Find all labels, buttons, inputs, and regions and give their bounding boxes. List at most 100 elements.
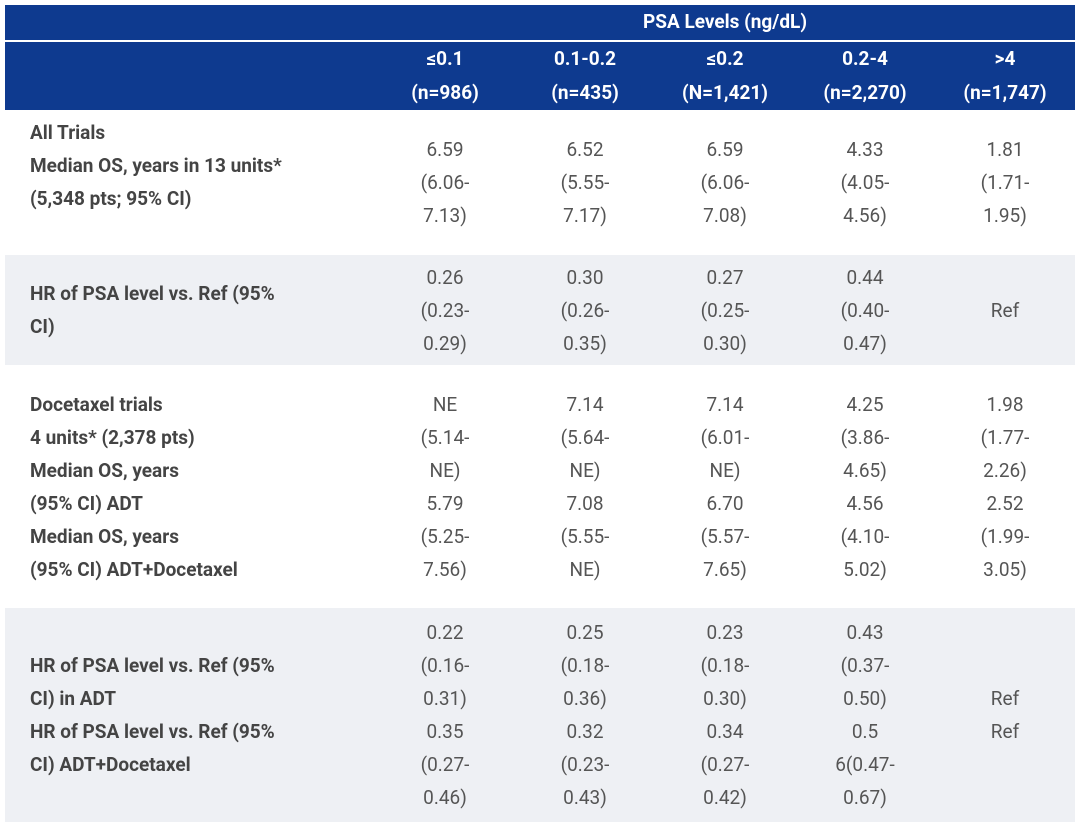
cell-text: 4.25 <box>846 392 884 416</box>
cell-text: (4.10- <box>840 524 890 548</box>
cell-text: 0.34 <box>706 720 744 743</box>
cell-text: 0.32 <box>566 720 604 743</box>
cell-text: 2.52 <box>986 491 1024 515</box>
column-count: (n=2,270) <box>823 81 907 104</box>
cell-text: 4.33 <box>846 138 884 161</box>
cell-text: (5.25- <box>420 524 470 548</box>
column-count: (n=435) <box>551 81 619 104</box>
column-range: 0.1-0.2 <box>553 47 617 70</box>
cell-text: 4.65) <box>843 458 887 482</box>
cell-text: (0.27- <box>700 753 750 776</box>
cell-text: Ref <box>990 687 1020 710</box>
cell-text: 7.14 <box>706 392 744 416</box>
row-background <box>5 255 1075 365</box>
cell-text: NE) <box>429 458 461 482</box>
cell-text: (0.37- <box>840 654 890 677</box>
cell-text: 3.05) <box>983 557 1027 581</box>
row-label: Median OS, years <box>30 524 179 548</box>
cell-text: (0.18- <box>560 654 610 677</box>
cell-text: 7.56) <box>423 557 467 581</box>
cell-text: 6(0.47- <box>835 753 895 776</box>
column-count: (N=1,421) <box>682 81 768 104</box>
cell-text: 0.31) <box>423 687 467 710</box>
cell-text: (0.16- <box>420 654 470 677</box>
cell-text: (0.26- <box>560 298 610 322</box>
cell-text: 0.29) <box>423 331 467 355</box>
cell-text: 6.59 <box>706 138 744 161</box>
cell-text: (6.06- <box>420 171 470 194</box>
row-label: CI) <box>30 315 55 338</box>
cell-text: (1.77- <box>980 425 1030 449</box>
cell-text: 0.25 <box>566 621 604 644</box>
cell-text: 0.23 <box>706 621 744 644</box>
cell-text: 0.42) <box>703 786 747 809</box>
cell-text: NE) <box>569 458 601 482</box>
cell-text: 7.17) <box>563 204 607 227</box>
cell-text: 4.56 <box>846 491 884 515</box>
cell-text: 1.81 <box>986 138 1024 161</box>
cell-text: (6.01- <box>700 425 750 449</box>
cell-text: (6.06- <box>700 171 750 194</box>
cell-text: 0.36) <box>563 687 607 710</box>
row-label: All Trials <box>30 121 106 144</box>
cell-text: (5.55- <box>560 171 610 194</box>
cell-text: 0.22 <box>426 621 464 644</box>
column-range: >4 <box>994 47 1016 70</box>
cell-text: (5.55- <box>560 524 610 548</box>
cell-text: 0.5 <box>851 720 879 743</box>
cell-text: NE) <box>569 557 601 581</box>
row-label: Median OS, years <box>30 458 179 482</box>
cell-text: 0.35) <box>563 331 607 355</box>
header-rule <box>5 40 1075 42</box>
cell-text: 0.27 <box>706 265 744 289</box>
cell-text: (5.57- <box>700 524 750 548</box>
cell-text: 1.98 <box>986 392 1024 416</box>
cell-text: (0.40- <box>840 298 890 322</box>
cell-text: 5.02) <box>843 557 887 581</box>
column-count: (n=1,747) <box>963 81 1047 104</box>
column-count: (n=986) <box>411 81 479 104</box>
row-label: 4 units* (2,378 pts) <box>30 425 195 449</box>
cell-text: 0.67) <box>843 786 887 809</box>
cell-text: 0.43 <box>846 621 884 644</box>
cell-text: Ref <box>990 298 1020 322</box>
cell-text: 0.35 <box>426 720 464 743</box>
row-background <box>5 608 1075 822</box>
row-label: (5,348 pts; 95% CI) <box>30 187 192 210</box>
cell-text: 0.47) <box>843 331 887 355</box>
cell-text: 0.44 <box>846 265 884 289</box>
row-label: Median OS, years in 13 units* <box>30 154 282 177</box>
cell-text: 2.26) <box>983 458 1027 482</box>
cell-text: 4.56) <box>843 204 887 227</box>
row-background <box>5 110 1075 255</box>
cell-text: NE <box>432 392 458 416</box>
cell-text: (3.86- <box>840 425 890 449</box>
row-label: HR of PSA level vs. Ref (95% <box>30 720 275 743</box>
cell-text: (1.71- <box>980 171 1030 194</box>
row-label: CI) ADT+Docetaxel <box>30 753 191 776</box>
cell-text: 0.43) <box>563 786 607 809</box>
cell-text: 0.26 <box>426 265 464 289</box>
cell-text: (0.23- <box>420 298 470 322</box>
cell-text: 7.65) <box>703 557 747 581</box>
row-label: (95% CI) ADT <box>30 491 143 515</box>
row-label: (95% CI) ADT+Docetaxel <box>30 557 238 581</box>
cell-text: (4.05- <box>840 171 890 194</box>
row-label: HR of PSA level vs. Ref (95% <box>30 654 275 677</box>
cell-text: (0.27- <box>420 753 470 776</box>
cell-text: 0.30) <box>703 687 747 710</box>
cell-text: 7.08) <box>703 204 747 227</box>
row-background <box>5 365 1075 608</box>
cell-text: (0.23- <box>560 753 610 776</box>
row-label: Docetaxel trials <box>30 392 163 416</box>
cell-text: 6.70 <box>706 491 744 515</box>
cell-text: (0.18- <box>700 654 750 677</box>
cell-text: 6.59 <box>426 138 464 161</box>
cell-text: 0.50) <box>843 687 887 710</box>
cell-text: 0.30 <box>566 265 604 289</box>
cell-text: 7.13) <box>423 204 467 227</box>
cell-text: Ref <box>990 720 1020 743</box>
cell-text: (5.64- <box>560 425 610 449</box>
row-label: HR of PSA level vs. Ref (95% <box>30 282 275 305</box>
